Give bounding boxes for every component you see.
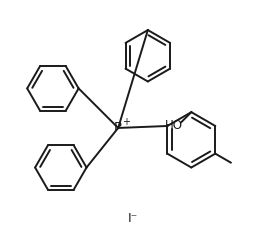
Text: I⁻: I⁻ — [128, 213, 138, 225]
Text: HO: HO — [165, 120, 182, 132]
Text: P: P — [114, 122, 122, 134]
Text: +: + — [122, 117, 130, 127]
